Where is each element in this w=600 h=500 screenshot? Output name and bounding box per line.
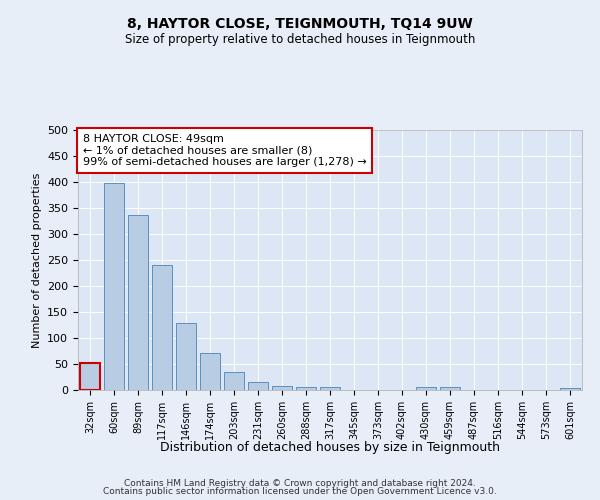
Bar [272,386,292,390]
Bar [176,324,196,390]
Y-axis label: Number of detached properties: Number of detached properties [32,172,41,348]
Bar [296,388,316,390]
Text: 8, HAYTOR CLOSE, TEIGNMOUTH, TQ14 9UW: 8, HAYTOR CLOSE, TEIGNMOUTH, TQ14 9UW [127,18,473,32]
Bar [320,388,340,390]
Bar [80,363,100,390]
Text: Distribution of detached houses by size in Teignmouth: Distribution of detached houses by size … [160,441,500,454]
Bar [440,388,460,390]
Text: Contains HM Land Registry data © Crown copyright and database right 2024.: Contains HM Land Registry data © Crown c… [124,478,476,488]
Text: 8 HAYTOR CLOSE: 49sqm
← 1% of detached houses are smaller (8)
99% of semi-detach: 8 HAYTOR CLOSE: 49sqm ← 1% of detached h… [83,134,367,167]
Bar [104,183,124,390]
Text: Size of property relative to detached houses in Teignmouth: Size of property relative to detached ho… [125,32,475,46]
Bar [200,352,220,390]
Text: Contains public sector information licensed under the Open Government Licence v3: Contains public sector information licen… [103,487,497,496]
Bar [152,265,172,390]
Bar [560,388,580,390]
Bar [224,372,244,390]
Bar [248,382,268,390]
Bar [128,215,148,390]
Bar [416,387,436,390]
